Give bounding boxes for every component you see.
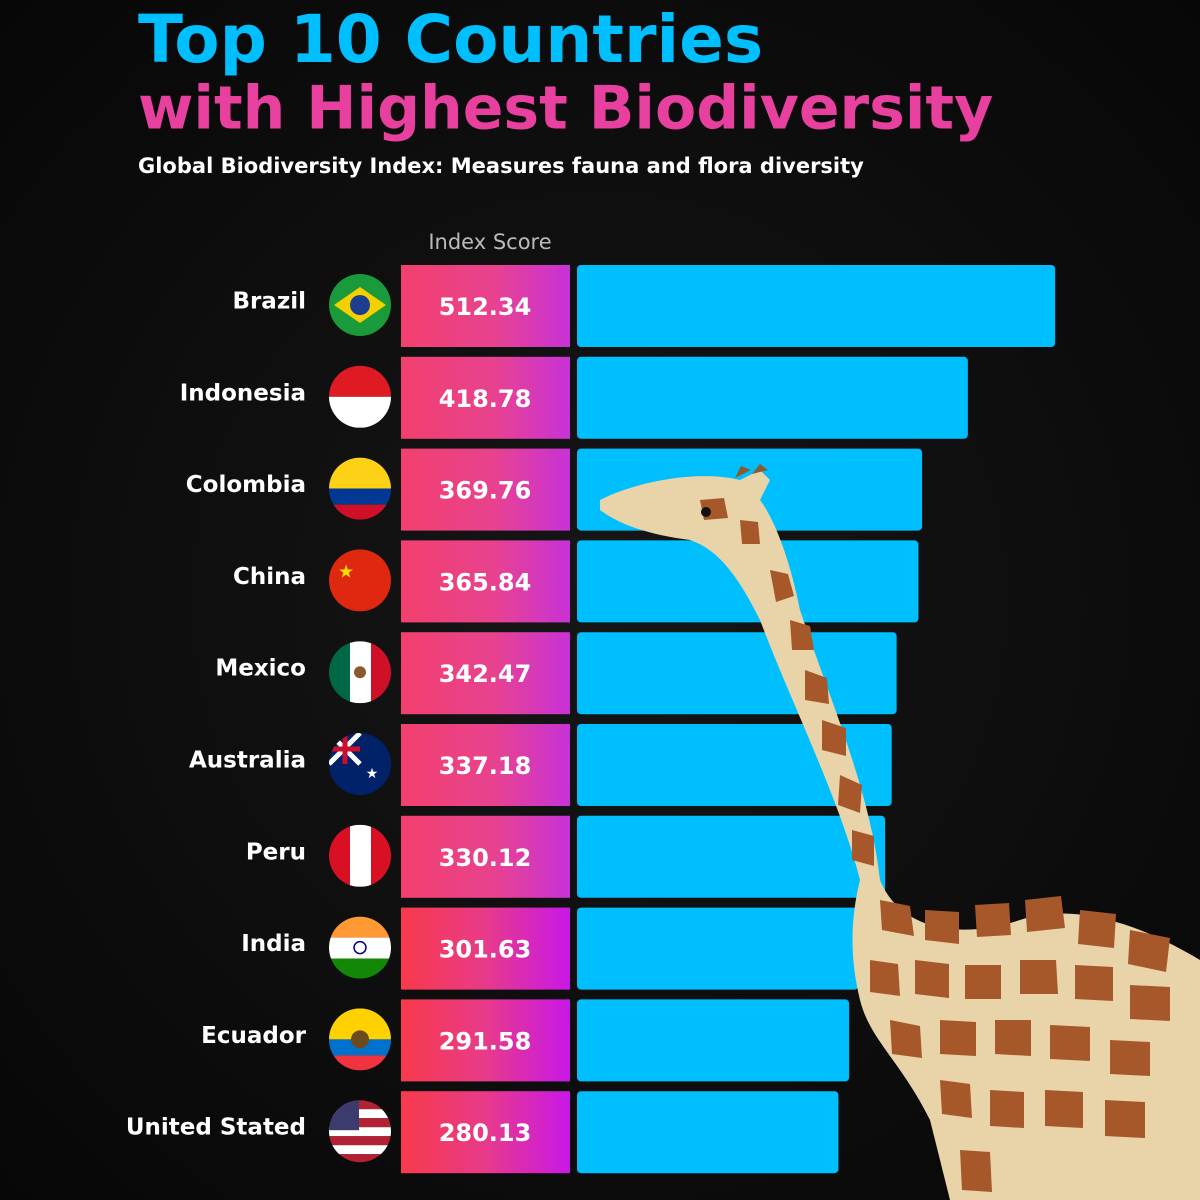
flag-part: ★ <box>366 766 379 782</box>
flag <box>329 824 391 887</box>
rows: Brazil 512.34 Indonesia 418.78 Colombia 369.7… <box>126 265 1056 1174</box>
flag <box>329 274 391 336</box>
flag-part <box>329 1145 391 1155</box>
bar <box>577 1091 839 1174</box>
flag-part <box>353 940 367 955</box>
category-label: United Stated <box>126 1115 306 1141</box>
chart-subtitle: Global Biodiversity Index: Measures faun… <box>138 154 864 178</box>
value-label: 337.18 <box>439 752 532 780</box>
value-label: 301.63 <box>439 936 532 964</box>
flag-part <box>350 295 370 315</box>
value-label: 512.34 <box>439 293 532 321</box>
flag-part <box>329 1100 391 1110</box>
value-header: Index Score <box>428 230 551 254</box>
value-box <box>401 907 570 990</box>
category-label: Australia <box>189 748 306 774</box>
category-label: China <box>233 564 306 590</box>
value-label: 342.47 <box>439 660 532 688</box>
value-label: 369.76 <box>439 477 532 505</box>
flag <box>329 1008 391 1071</box>
flag-part: ★ <box>338 561 354 582</box>
chart-title-line2: with Highest Biodiversity <box>138 74 993 144</box>
bar <box>577 632 897 715</box>
category-label: Peru <box>246 839 306 865</box>
flag-part <box>350 824 371 887</box>
category-label: India <box>241 931 306 957</box>
flag-part <box>329 641 350 704</box>
flag <box>329 641 391 704</box>
value-box <box>401 815 570 898</box>
flag-part <box>329 1109 391 1119</box>
flag: ★ <box>329 549 391 612</box>
bar <box>577 265 1056 347</box>
flag <box>329 916 391 979</box>
value-box <box>401 724 570 806</box>
giraffe-illustration <box>600 464 1200 1200</box>
flag-part <box>329 1118 391 1128</box>
flag-part <box>371 824 391 887</box>
bar <box>577 907 859 990</box>
bar <box>577 815 886 898</box>
value-box <box>401 356 570 439</box>
flag: ★ <box>329 733 391 795</box>
flag-part <box>354 666 366 679</box>
flag-part <box>351 1030 369 1049</box>
value-label: 365.84 <box>439 568 532 596</box>
flag-part <box>329 958 391 979</box>
flag-part <box>371 641 391 704</box>
value-box <box>401 1091 570 1174</box>
value-label: 330.12 <box>439 844 532 872</box>
flag-part <box>329 1127 391 1137</box>
category-label: Ecuador <box>201 1023 307 1049</box>
value-box <box>401 632 570 715</box>
flag-part <box>329 824 350 887</box>
flag-part <box>329 1136 391 1146</box>
flag-part <box>329 937 391 959</box>
category-label: Colombia <box>186 472 306 498</box>
bar <box>577 999 850 1082</box>
bar <box>577 356 968 439</box>
flag-part <box>329 1154 391 1163</box>
value-box <box>401 999 570 1082</box>
category-label: Mexico <box>215 656 306 682</box>
flag-part <box>329 488 391 505</box>
flag-part <box>329 733 360 764</box>
flag <box>329 457 391 520</box>
chart-title: Top 10 Countries <box>138 1 763 78</box>
flag-part <box>329 549 391 612</box>
category-label: Brazil <box>232 289 306 315</box>
category-label: Indonesia <box>180 380 306 406</box>
flag <box>329 365 391 428</box>
value-box <box>401 540 570 623</box>
flag-part <box>329 916 391 938</box>
value-box <box>401 265 570 347</box>
value-label: 291.58 <box>439 1027 532 1055</box>
value-label: 280.13 <box>439 1119 532 1147</box>
value-label: 418.78 <box>439 385 532 413</box>
value-box <box>401 448 570 531</box>
